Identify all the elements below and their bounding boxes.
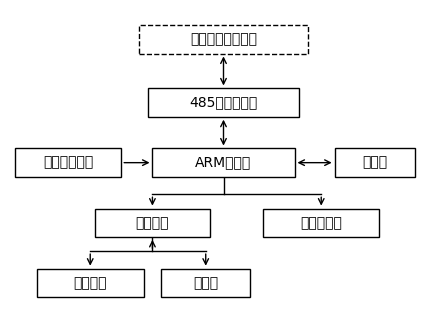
Text: 显示器: 显示器: [362, 156, 387, 170]
Bar: [15, 148, 121, 177]
Bar: [37, 269, 143, 297]
Text: 旋转编码器: 旋转编码器: [300, 216, 342, 230]
Bar: [161, 269, 250, 297]
Text: 加速度计: 加速度计: [73, 276, 107, 290]
Bar: [139, 25, 308, 54]
Text: 485总线通讯卡: 485总线通讯卡: [190, 96, 257, 110]
Bar: [263, 209, 379, 237]
Bar: [152, 148, 295, 177]
Text: 扩展存储单元: 扩展存储单元: [43, 156, 93, 170]
Text: 深孔钒车主控制台: 深孔钒车主控制台: [190, 32, 257, 46]
Bar: [95, 209, 210, 237]
Text: 陀螺仪: 陀螺仪: [193, 276, 218, 290]
Text: ARM控制器: ARM控制器: [195, 156, 252, 170]
Bar: [334, 148, 414, 177]
Text: 惯性单元: 惯性单元: [136, 216, 169, 230]
Bar: [148, 88, 299, 117]
